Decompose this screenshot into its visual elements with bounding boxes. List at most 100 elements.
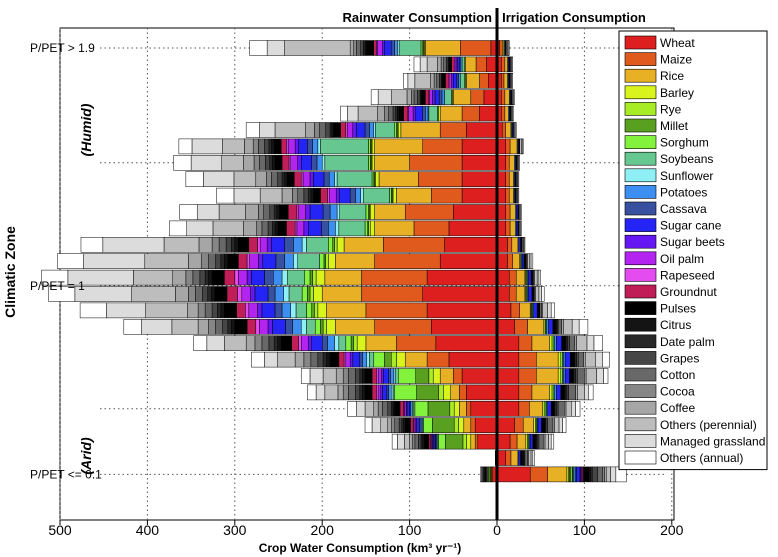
bar-segment-rain bbox=[300, 335, 309, 351]
bar-segment-rain bbox=[459, 401, 467, 417]
bar-segment-rain bbox=[266, 171, 272, 187]
bar-segment-rain bbox=[439, 122, 467, 138]
bar-segment-rain bbox=[207, 286, 212, 302]
bar-segment-rain bbox=[327, 335, 335, 351]
bar-segment-rain bbox=[106, 302, 146, 319]
bar-segment-irrigation bbox=[576, 351, 579, 368]
bar-segment-rain bbox=[320, 187, 328, 204]
bar-segment-rain bbox=[357, 105, 378, 122]
bar-segment-rain bbox=[163, 237, 200, 253]
bar-segment-rain bbox=[404, 433, 410, 450]
bar-segment-rain bbox=[324, 155, 369, 171]
bar-segment-irrigation bbox=[508, 155, 515, 171]
bar-segment-rain bbox=[258, 253, 264, 269]
bar-segment-rain bbox=[409, 433, 413, 450]
bar-segment-irrigation bbox=[541, 286, 545, 302]
bar-segment-rain bbox=[316, 155, 323, 171]
bar-segment-irrigation bbox=[496, 286, 510, 302]
bar-segment-irrigation bbox=[536, 302, 541, 319]
bar-segment-rain bbox=[41, 269, 69, 286]
bar-segment-rain bbox=[339, 187, 351, 204]
bar-segment-rain bbox=[298, 335, 302, 351]
bar-segment-rain bbox=[390, 417, 395, 433]
bar-segment-rain bbox=[456, 73, 459, 89]
bar-segment-rain bbox=[333, 122, 341, 138]
bar-segment-rain bbox=[374, 319, 432, 335]
legend-label: Cassava bbox=[660, 202, 707, 216]
bar-segment-irrigation bbox=[565, 335, 569, 351]
bar-segment-rain bbox=[392, 384, 395, 401]
bar-segment-rain bbox=[350, 335, 354, 351]
legend-swatch bbox=[624, 85, 657, 100]
bar-segment-rain bbox=[347, 401, 357, 417]
bar-segment-irrigation bbox=[556, 401, 559, 417]
legend-label: Managed grassland bbox=[660, 434, 765, 448]
bar-segment-rain bbox=[392, 105, 396, 122]
bar-segment-rain bbox=[453, 401, 460, 417]
bar-segment-irrigation bbox=[529, 433, 534, 450]
bar-segment-irrigation bbox=[518, 351, 537, 368]
bar-segment-rain bbox=[272, 155, 276, 171]
bar-segment-rain bbox=[371, 138, 375, 155]
bar-segment-rain bbox=[418, 171, 463, 187]
legend-label: Sugar cane bbox=[660, 219, 722, 233]
bar-segment-rain bbox=[322, 351, 327, 368]
bar-segment-rain bbox=[190, 155, 222, 171]
bar-segment-rain bbox=[203, 171, 235, 187]
bar-segment-rain bbox=[324, 384, 339, 401]
bar-segment-rain bbox=[345, 122, 348, 138]
bar-segment-rain bbox=[221, 155, 244, 171]
bar-segment-rain bbox=[391, 433, 398, 450]
bar-segment-rain bbox=[340, 105, 348, 122]
bar-segment-rain bbox=[438, 433, 446, 450]
bar-segment-rain bbox=[243, 220, 257, 237]
bar-segment-rain bbox=[437, 56, 442, 73]
bar-segment-irrigation bbox=[566, 466, 569, 483]
bar-segment-irrigation bbox=[576, 335, 588, 351]
bar-segment-rain bbox=[285, 319, 293, 335]
y-tick-label: P/PET = 1 bbox=[30, 279, 85, 293]
bar-segment-irrigation bbox=[557, 351, 562, 368]
bar-segment-irrigation bbox=[496, 417, 515, 433]
bar-segment-irrigation bbox=[505, 155, 510, 171]
bar-segment-rain bbox=[417, 89, 421, 105]
bar-segment-rain bbox=[413, 56, 421, 73]
bar-segment-rain bbox=[197, 302, 206, 319]
bar-segment-rain bbox=[300, 171, 304, 187]
bar-segment-irrigation bbox=[538, 269, 541, 286]
bar-segment-rain bbox=[378, 171, 419, 187]
bar-segment-rain bbox=[301, 286, 308, 302]
bar-segment-rain bbox=[376, 368, 379, 384]
bar-segment-irrigation bbox=[496, 384, 520, 401]
bar-segment-rain bbox=[290, 302, 297, 319]
bar-segment-rain bbox=[259, 155, 266, 171]
bar-segment-rain bbox=[453, 73, 458, 89]
bar-segment-rain bbox=[319, 122, 326, 138]
bar-segment-rain bbox=[317, 138, 321, 155]
bar-segment-irrigation bbox=[505, 450, 512, 466]
bar-segment-rain bbox=[231, 319, 236, 335]
y-axis-labels: P/PET > 1.9 P/PET = 1 P/PET <= 0.1 bbox=[30, 41, 102, 481]
bar-segment-rain bbox=[233, 187, 261, 204]
bar-segment-rain bbox=[297, 253, 320, 269]
bar-segment-rain bbox=[460, 40, 492, 56]
bar-segment-rain bbox=[374, 220, 415, 237]
bar-segment-rain bbox=[267, 220, 273, 237]
bar-segment-rain bbox=[390, 351, 397, 368]
bar-segment-rain bbox=[439, 368, 454, 384]
bar-segment-rain bbox=[377, 89, 392, 105]
bar-segment-rain bbox=[359, 351, 363, 368]
bar-segment-rain bbox=[317, 351, 324, 368]
bar-segment-rain bbox=[206, 335, 225, 351]
legend-swatch bbox=[624, 301, 657, 315]
bar-segment-rain bbox=[317, 302, 327, 319]
bar-segment-rain bbox=[477, 433, 498, 450]
bar-segment-rain bbox=[453, 56, 457, 73]
legend-swatch bbox=[624, 135, 657, 149]
legend-label: Wheat bbox=[660, 36, 695, 50]
legend-label: Oil palm bbox=[660, 252, 704, 266]
bar-segment-rain bbox=[349, 40, 354, 56]
bar-segment-rain bbox=[474, 417, 498, 433]
legend-label: Groundnut bbox=[660, 285, 717, 299]
bar-segment-irrigation bbox=[522, 417, 534, 433]
